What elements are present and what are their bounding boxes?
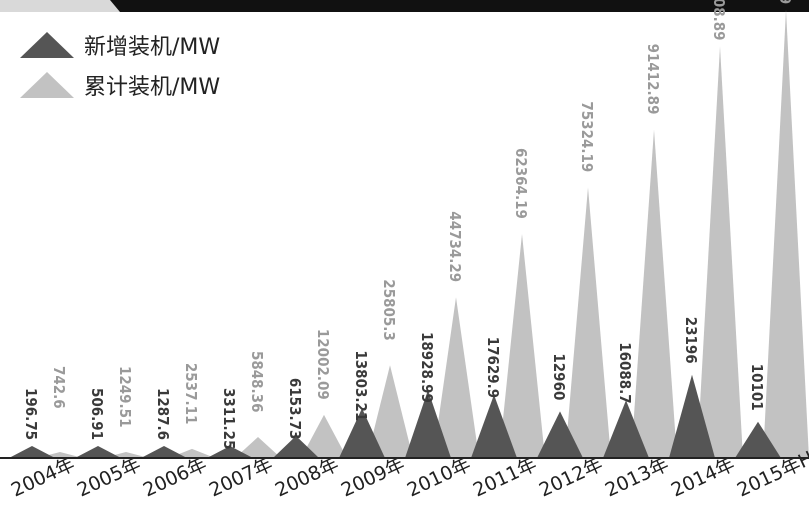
value-label-cumulative-3: 5848.36	[248, 351, 266, 412]
mark-new-11	[735, 421, 781, 458]
x-tick-1: 2005年	[74, 453, 144, 501]
mark-cumulative-4	[301, 414, 347, 458]
mark-new-0	[9, 446, 55, 458]
mark-new-4	[273, 435, 319, 458]
x-tick-4: 2008年	[272, 453, 342, 501]
mark-new-7	[471, 394, 517, 458]
mark-new-10	[669, 374, 715, 458]
legend-label-cumulative: 累计装机/MW	[84, 75, 220, 100]
legend-label-new: 新增装机/MW	[84, 35, 220, 60]
x-tick-6: 2010年	[404, 453, 474, 501]
value-label-cumulative-4: 12002.09	[314, 329, 332, 400]
value-label-cumulative-8: 75324.19	[578, 101, 596, 172]
mark-cumulative-11	[763, 10, 809, 458]
mark-cumulative-10	[697, 46, 743, 459]
mark-cumulative-6	[433, 297, 479, 458]
mark-cumulative-9	[631, 129, 677, 458]
value-label-new-0: 196.75	[22, 388, 40, 440]
value-label-cumulative-1: 1249.51	[116, 366, 134, 427]
legend: 新增装机/MW 累计装机/MW	[20, 32, 220, 100]
mark-new-1	[75, 446, 121, 458]
mark-new-9	[603, 400, 649, 458]
mark-cumulative-7	[499, 234, 545, 458]
mark-cumulative-5	[367, 365, 413, 458]
x-tick-8: 2012年	[536, 453, 606, 501]
mark-cumulative-8	[565, 187, 611, 458]
value-label-new-2: 1287.6	[154, 388, 172, 440]
x-tick-10: 2014年	[668, 453, 738, 501]
value-label-new-10: 23196	[682, 317, 700, 364]
value-label-new-5: 13803.21	[352, 350, 370, 421]
value-label-cumulative-11: 124709.89	[776, 0, 794, 4]
value-label-cumulative-5: 25805.3	[380, 279, 398, 340]
top-band	[98, 0, 809, 12]
legend-swatch-cumulative	[20, 72, 74, 98]
value-label-new-9: 16088.7	[616, 342, 634, 403]
value-label-new-3: 3311.25	[220, 388, 238, 449]
mark-cumulative-3	[235, 437, 281, 458]
mark-new-3	[207, 446, 253, 458]
x-tick-7: 2011年	[470, 453, 540, 501]
value-label-cumulative-2: 2537.11	[182, 363, 200, 424]
x-tick-5: 2009年	[338, 453, 408, 501]
x-tick-0: 2004年	[8, 453, 78, 501]
value-label-new-4: 6153.73	[286, 378, 304, 439]
value-label-new-6: 18928.99	[418, 332, 436, 403]
x-tick-3: 2007年	[206, 453, 276, 501]
top-band-accent	[0, 0, 120, 12]
mark-new-8	[537, 411, 583, 458]
value-label-new-1: 506.91	[88, 388, 106, 440]
value-label-cumulative-9: 91412.89	[644, 44, 662, 115]
mark-new-6	[405, 390, 451, 458]
value-label-new-11: 10101	[748, 364, 766, 411]
value-label-cumulative-7: 62364.19	[512, 148, 530, 219]
x-tick-9: 2013年	[602, 453, 672, 501]
x-tick-2: 2006年	[140, 453, 210, 501]
value-label-new-7: 17629.9	[484, 337, 502, 398]
value-label-cumulative-6: 44734.29	[446, 211, 464, 282]
value-label-cumulative-0: 742.6	[50, 366, 68, 409]
mark-new-2	[141, 446, 187, 458]
legend-swatch-new	[20, 32, 74, 58]
chart-marks	[9, 10, 809, 459]
value-label-new-8: 12960	[550, 353, 568, 400]
mark-new-5	[339, 408, 385, 458]
value-label-cumulative-10: 114608.89	[710, 0, 728, 41]
value-labels: 196.75 742.6 506.91 1249.51 1287.6 2537.11 331…	[22, 0, 794, 449]
